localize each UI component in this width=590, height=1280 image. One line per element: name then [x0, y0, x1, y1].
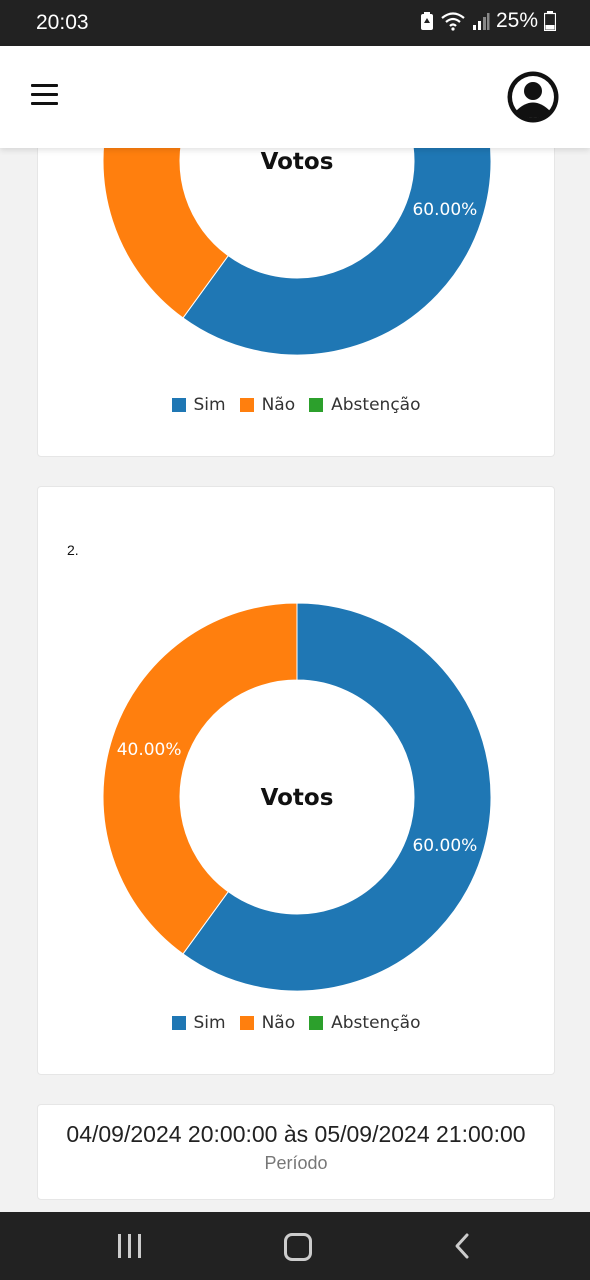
legend-item-sim[interactable]: Sim	[171, 1013, 226, 1033]
legend-item-nao[interactable]: Não	[239, 395, 296, 415]
system-nav-bar	[0, 1212, 590, 1280]
signal-icon	[472, 13, 490, 30]
wifi-icon	[441, 12, 465, 31]
recent-apps-icon[interactable]	[118, 1234, 144, 1258]
back-icon[interactable]	[452, 1232, 472, 1260]
donut-chart-2: 60.00% 40.00% Votos	[102, 602, 492, 992]
legend-item-abstencao[interactable]: Abstenção	[309, 1013, 420, 1033]
period-label: Período	[264, 1153, 328, 1173]
chart-center-title: Votos	[261, 149, 334, 175]
user-avatar-icon[interactable]	[506, 70, 560, 124]
home-icon[interactable]	[284, 1233, 312, 1261]
legend-item-nao[interactable]: Não	[239, 1013, 296, 1033]
legend-label-sim: Sim	[193, 395, 226, 415]
legend-item-abstencao[interactable]: Abstenção	[309, 395, 420, 415]
legend-swatch-nao	[239, 1016, 254, 1030]
legend-label-abstencao: Abstenção	[331, 395, 421, 415]
slice-percentage-label: 40.00%	[117, 740, 182, 760]
chart-legend-2: Sim Não Abstenção	[38, 1013, 554, 1033]
slice-percentage-label: 60.00%	[412, 836, 477, 856]
legend-label-nao: Não	[261, 395, 296, 415]
legend-label-nao: Não	[261, 1013, 296, 1033]
slice-percentage-label: 60.00%	[412, 200, 477, 220]
battery-percentage: 25%	[495, 9, 538, 32]
chart-center-title: Votos	[261, 785, 334, 811]
legend-swatch-sim	[171, 1016, 186, 1030]
app-header	[0, 46, 590, 148]
hamburger-menu-icon[interactable]	[31, 84, 59, 108]
legend-swatch-abstencao	[309, 1016, 324, 1030]
status-time: 20:03	[36, 11, 89, 34]
status-icons: 25%	[420, 9, 556, 33]
legend-label-sim: Sim	[193, 1013, 226, 1033]
period-card: 04/09/2024 20:00:00 às 05/09/2024 21:00:…	[37, 1104, 555, 1200]
battery-saver-icon	[420, 12, 433, 30]
legend-label-abstencao: Abstenção	[331, 1013, 421, 1033]
legend-item-sim[interactable]: Sim	[171, 395, 226, 415]
chart-legend-1: Sim Não Abstenção	[38, 395, 554, 415]
period-value: 04/09/2024 20:00:00 às 05/09/2024 21:00:…	[66, 1121, 526, 1147]
legend-swatch-nao	[239, 398, 254, 412]
legend-swatch-sim	[171, 398, 186, 412]
question-number: 2.	[67, 542, 79, 558]
battery-icon	[544, 11, 556, 31]
status-bar: 20:03 25%	[0, 0, 590, 46]
donut-slice-sim[interactable]	[182, 602, 492, 992]
vote-chart-card-2: 2. 60.00% 40.00% Votos Sim Não Abstenção	[37, 486, 555, 1075]
donut-slice-não[interactable]	[102, 602, 298, 955]
legend-swatch-abstencao	[309, 398, 324, 412]
